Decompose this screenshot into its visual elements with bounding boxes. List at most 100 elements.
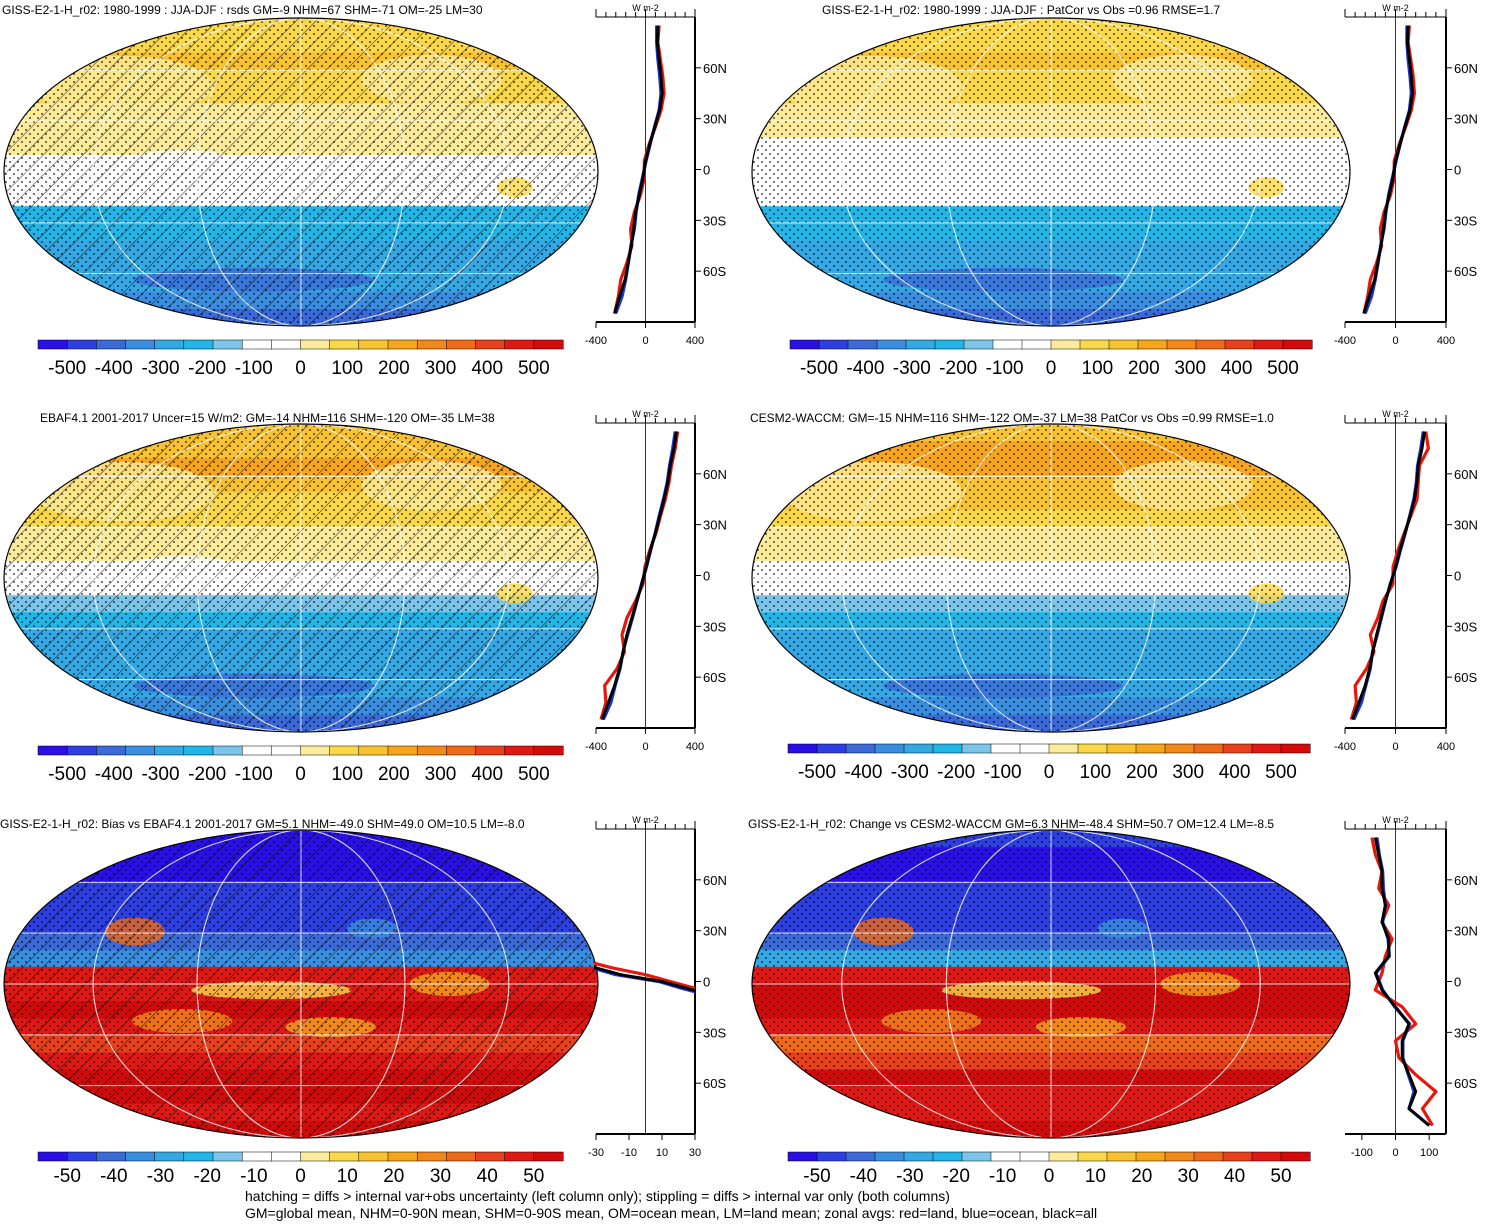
colorbar-tick-label: -500 xyxy=(48,358,86,379)
lat-tick-label: 30S xyxy=(703,1025,726,1040)
zonal-units-label: W m-2 xyxy=(632,409,659,419)
colorbar-tick-label: 200 xyxy=(378,358,410,379)
colorbar-tick-label: 200 xyxy=(1126,762,1158,783)
colorbar-tick-label: -40 xyxy=(100,1166,127,1187)
colorbar-tick-label: 50 xyxy=(1270,1166,1291,1187)
panel-title-1: GISS-E2-1-H_r02: 1980-1999 : JJA-DJF : r… xyxy=(2,3,483,17)
lat-tick-label: 30N xyxy=(1454,518,1478,533)
colorbar-tick-label: 300 xyxy=(1172,762,1204,783)
lat-tick-label: 60N xyxy=(703,467,727,482)
colorbar-tick-label: -100 xyxy=(235,358,273,379)
colorbar-tick-label: -50 xyxy=(53,1166,80,1187)
lat-tick-label: 60N xyxy=(1454,873,1478,888)
colorbar-tick-label: 100 xyxy=(331,358,363,379)
colorbar-tick-label: 300 xyxy=(425,358,457,379)
colorbar-tick-label: 30 xyxy=(430,1166,451,1187)
lat-tick-label: 0 xyxy=(703,569,710,584)
panel-title-4: CESM2-WACCM: GM=-15 NHM=116 SHM=-122 OM=… xyxy=(750,411,1274,425)
colorbar-tick-label: -500 xyxy=(800,358,838,379)
colorbar-tick-label: -200 xyxy=(939,358,977,379)
lat-tick-label: 30N xyxy=(703,112,727,127)
zonal-x-tick-label: 400 xyxy=(686,741,704,753)
lat-tick-label: 60S xyxy=(703,670,726,685)
colorbar-tick-label: -200 xyxy=(188,358,226,379)
lat-tick-label: 30N xyxy=(1454,112,1478,127)
zonal-curve-all xyxy=(1375,838,1429,1126)
colorbar-tick-label: -100 xyxy=(235,764,273,785)
zonal-curve-all xyxy=(615,26,663,314)
colorbar-tick-label: -10 xyxy=(989,1166,1016,1187)
colorbar-tick-label: 500 xyxy=(1265,762,1297,783)
colorbar-tick-label: 300 xyxy=(1174,358,1206,379)
colorbar-tick-label: 40 xyxy=(477,1166,498,1187)
zonal-units-label: W m-2 xyxy=(632,3,659,13)
lat-tick-label: 60N xyxy=(703,61,727,76)
colorbar-tick-label: 500 xyxy=(518,764,550,785)
lat-tick-label: 30S xyxy=(703,619,726,634)
lat-tick-label: 0 xyxy=(1454,975,1461,990)
lat-tick-label: 30S xyxy=(1454,1025,1477,1040)
colorbar-tick-label: -100 xyxy=(984,762,1022,783)
colorbar-tick-label: 20 xyxy=(1131,1166,1152,1187)
colorbar-tick-label: -400 xyxy=(844,762,882,783)
zonal-units-label: W m-2 xyxy=(632,815,659,825)
colorbar-tick-label: 400 xyxy=(1221,358,1253,379)
lat-tick-label: 30S xyxy=(1454,213,1477,228)
colorbar-tick-label: -500 xyxy=(48,764,86,785)
map-6 xyxy=(752,830,1350,1139)
panel-title-6: GISS-E2-1-H_r02: Change vs CESM2-WACCM G… xyxy=(748,817,1274,831)
lat-tick-label: 0 xyxy=(703,975,710,990)
colorbar-tick-label: 200 xyxy=(1128,358,1160,379)
colorbar-tick-label: -200 xyxy=(188,764,226,785)
zonal-x-tick-label: 100 xyxy=(1420,1147,1438,1159)
zonal-x-tick-label: 30 xyxy=(689,1147,701,1159)
zonal-x-tick-label: -400 xyxy=(585,741,607,753)
zonal-x-tick-label: 0 xyxy=(1392,335,1398,347)
zonal-curve-all xyxy=(1364,26,1413,314)
colorbar-tick-label: 0 xyxy=(1044,1166,1055,1187)
colorbar-tick-label: -200 xyxy=(937,762,975,783)
zonal-curve-land xyxy=(1364,26,1415,314)
colorbar-tick-label: -40 xyxy=(850,1166,877,1187)
zonal-curve-all xyxy=(1353,432,1425,720)
colorbar-tick-label: 500 xyxy=(518,358,550,379)
lat-tick-label: 30N xyxy=(1454,924,1478,939)
lat-tick-label: 0 xyxy=(1454,569,1461,584)
colorbar-tick-label: -20 xyxy=(193,1166,220,1187)
lat-tick-label: 60N xyxy=(1454,61,1478,76)
lat-tick-label: 0 xyxy=(1454,163,1461,178)
colorbar-tick-label: 30 xyxy=(1178,1166,1199,1187)
colorbar-tick-label: -30 xyxy=(147,1166,174,1187)
colorbar-tick-label: 100 xyxy=(1080,762,1112,783)
zonal-curve-land xyxy=(615,26,665,314)
lat-tick-label: 30N xyxy=(703,924,727,939)
zonal-units-label: W m-2 xyxy=(1382,409,1409,419)
colorbar-tick-label: 500 xyxy=(1267,358,1299,379)
map-3 xyxy=(4,424,598,733)
zonal-curve-ocean xyxy=(603,432,675,720)
colorbar-tick-label: 400 xyxy=(471,358,503,379)
zonal-curve-ocean xyxy=(1354,432,1424,720)
map-1 xyxy=(4,18,598,327)
zonal-x-tick-label: 0 xyxy=(1392,1147,1398,1159)
zonal-x-tick-label: -400 xyxy=(1334,335,1356,347)
zonal-curve-land xyxy=(586,961,720,995)
colorbar-tick-label: 100 xyxy=(1082,358,1114,379)
colorbar-tick-label: 10 xyxy=(337,1166,358,1187)
lat-tick-label: 60S xyxy=(703,264,726,279)
zonal-x-tick-label: 400 xyxy=(686,335,704,347)
colorbar-tick-label: -300 xyxy=(891,762,929,783)
panel-title-5: GISS-E2-1-H_r02: Bias vs EBAF4.1 2001-20… xyxy=(0,817,525,831)
colorbar-tick-label: 40 xyxy=(1224,1166,1245,1187)
